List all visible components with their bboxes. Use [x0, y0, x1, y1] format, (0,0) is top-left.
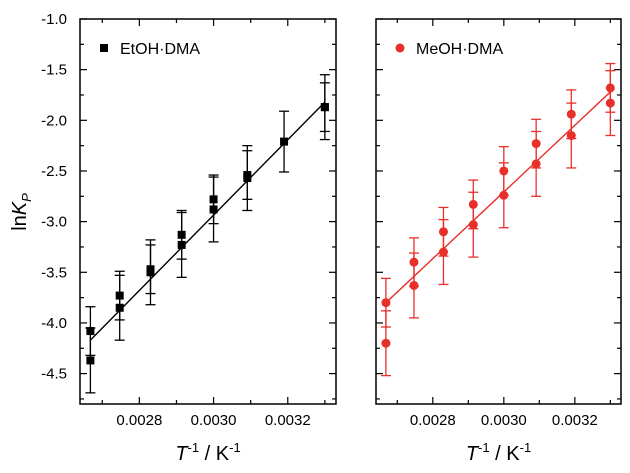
plot-frame	[375, 18, 622, 405]
fit-line	[385, 91, 611, 304]
data-point	[381, 338, 391, 348]
legend-marker	[395, 43, 405, 53]
y-tick-label: -3.5	[41, 264, 67, 281]
data-point	[531, 159, 541, 169]
y-axis-title-main: K	[9, 200, 31, 215]
y-axis-title: lnKP	[9, 193, 34, 231]
y-axis-title-sub: P	[19, 193, 34, 202]
x-tick-label: 0.0032	[552, 412, 598, 429]
data-point	[605, 98, 615, 108]
data-point	[280, 137, 289, 146]
legend-label: MeOH·DMA	[416, 41, 503, 58]
x-tick-label: 0.0030	[191, 412, 237, 429]
data-point	[320, 103, 329, 112]
x-tick-label: 0.0028	[116, 412, 162, 429]
y-tick-label: -2.5	[41, 163, 67, 180]
x-tick-label: 0.0028	[410, 412, 456, 429]
data-point	[115, 303, 124, 312]
plot-frame	[79, 18, 337, 405]
x-axis-title-sup2: -1	[520, 440, 532, 455]
data-point	[86, 356, 95, 365]
data-point	[438, 247, 448, 257]
data-point	[468, 220, 478, 230]
y-tick-label: -2.0	[41, 112, 67, 129]
data-point	[409, 280, 419, 290]
x-axis-title: T-1 / K-1	[466, 440, 531, 465]
x-tick-label: 0.0032	[265, 412, 311, 429]
fit-line	[89, 101, 326, 341]
data-point	[209, 205, 218, 214]
y-axis-title-prefix: ln	[9, 215, 31, 231]
x-axis-title-sup: -1	[188, 440, 200, 455]
x-axis-title-sup: -1	[478, 440, 490, 455]
y-tick-label: -4.5	[41, 366, 67, 383]
data-point	[381, 298, 391, 308]
y-tick-label: -1.5	[41, 62, 67, 79]
data-point	[177, 240, 186, 249]
data-point	[146, 268, 155, 277]
data-point	[566, 131, 576, 141]
legend-label: EtOH·DMA	[120, 41, 200, 58]
x-axis-title-mid: / K	[490, 443, 521, 465]
legend-marker	[100, 44, 108, 52]
x-axis-title-main: T	[175, 443, 189, 465]
x-axis-title-mid: / K	[199, 443, 230, 465]
y-tick-label: -3.0	[41, 214, 67, 231]
data-point	[499, 190, 509, 200]
x-axis-title: T-1 / K-1	[175, 440, 240, 465]
y-tick-label: -1.0	[41, 11, 67, 28]
data-point	[243, 174, 252, 183]
x-axis-title-sup2: -1	[229, 440, 241, 455]
x-tick-label: 0.0030	[481, 412, 527, 429]
y-tick-label: -4.0	[41, 315, 67, 332]
x-axis-title-main: T	[466, 443, 480, 465]
